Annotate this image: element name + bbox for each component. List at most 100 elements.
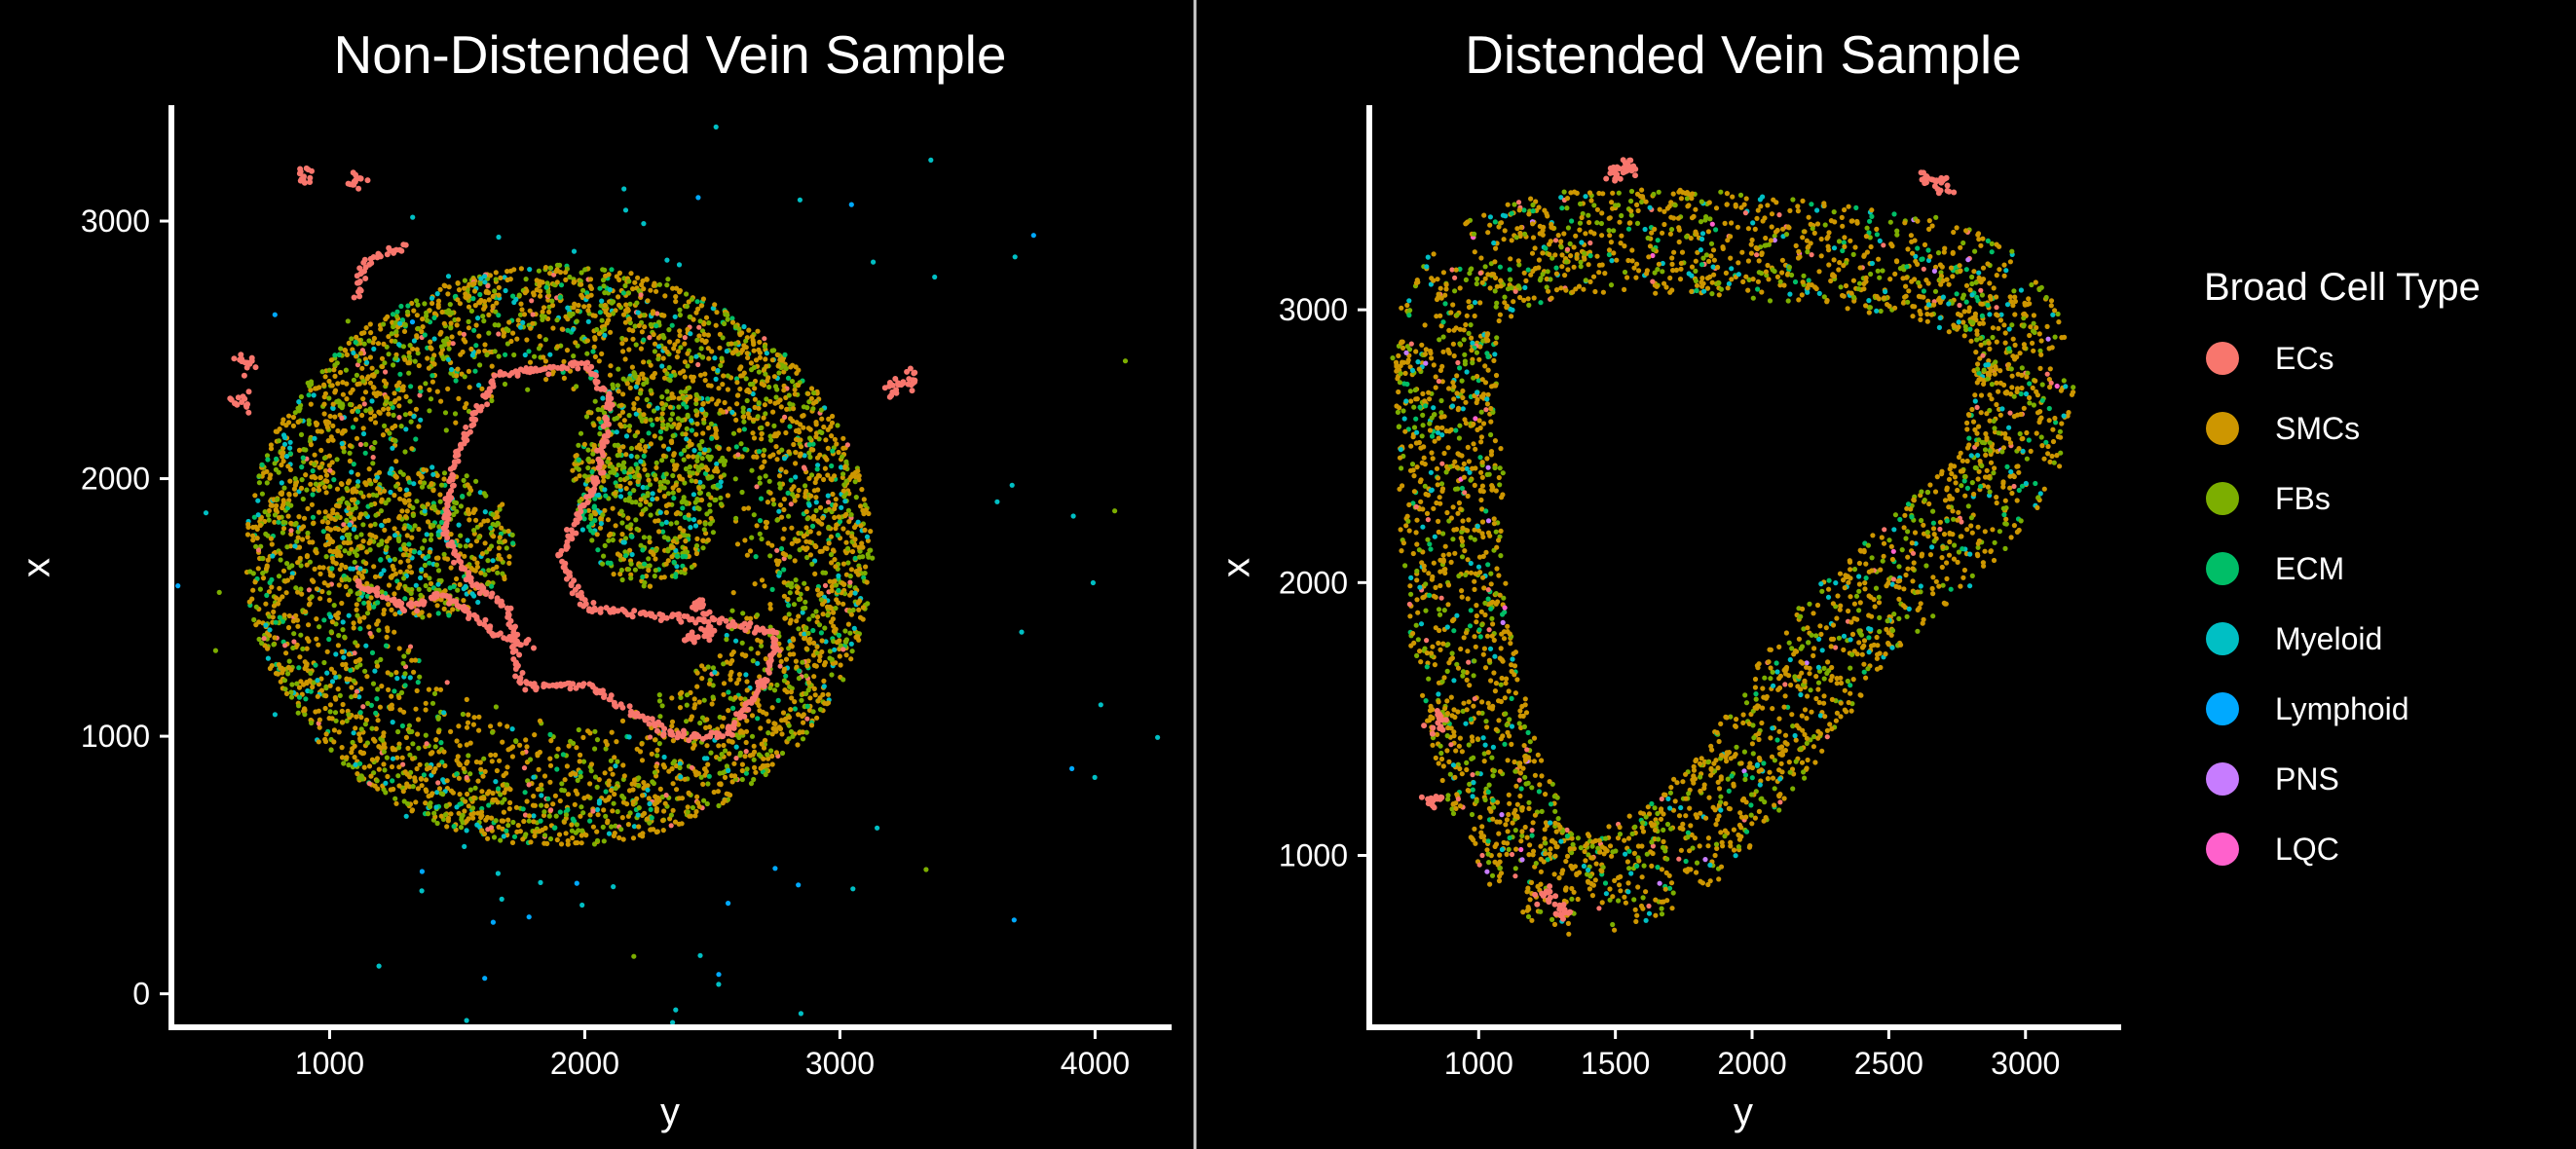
cell-point [464,401,469,407]
cell-point [763,371,768,377]
cell-point [648,417,653,423]
cell-point [777,485,783,491]
cell-point [706,773,712,779]
cell-point [353,417,358,423]
cell-point [632,374,639,380]
cell-point [669,554,675,560]
cell-point [467,491,472,497]
cell-point [708,383,714,389]
cell-point [626,278,632,284]
cell-point [393,459,399,464]
cell-point [445,291,451,297]
cell-point [616,302,622,308]
cell-point [665,548,671,554]
cell-point [660,422,666,427]
cell-point [280,504,285,511]
cell-point [429,532,434,537]
cell-point [729,657,735,664]
cell-point [387,557,392,563]
cell-point [340,619,346,625]
cell-point [349,685,355,690]
cell-point [434,472,440,478]
cell-point [402,683,408,688]
cell-point [759,464,765,470]
cell-point [705,781,711,787]
cell-point [266,517,272,523]
cell-point [363,325,369,331]
cell-point [298,431,305,437]
cell-point [651,282,656,288]
cell-point [454,771,460,777]
cell-point [288,528,294,534]
cell-point [734,392,741,398]
cell-point [709,435,715,441]
cell-point [660,332,666,339]
cell-point [785,375,792,381]
cell-point [825,612,831,618]
cell-point [400,384,406,389]
cell-point [838,662,843,668]
cell-point [422,301,428,307]
cell-point [286,565,292,571]
cell-point [779,750,786,757]
cell-point [384,398,390,404]
cell-point [591,423,597,428]
cell-point [825,691,832,697]
cell-point [281,441,288,447]
cell-point [693,431,699,437]
cell-point [391,362,396,368]
cell-point [402,321,408,328]
cell-point [574,822,580,828]
cell-point [338,369,344,376]
cell-point [847,592,853,598]
cell-point [431,361,437,367]
cell-point [592,746,598,752]
cell-point [804,516,810,522]
cell-point [774,547,780,553]
cell-point [580,287,586,293]
cell-point [389,693,394,699]
cell-point [635,812,641,818]
cell-point [741,414,747,420]
cell-point [769,586,775,593]
cell-point [709,349,715,354]
cell-point [765,756,771,761]
cell-point [419,474,425,480]
cell-point [280,498,286,503]
cell-point [782,687,788,693]
cell-point [541,773,548,779]
cell-point [276,438,281,444]
cell-point [768,437,774,443]
cell-point [662,800,668,806]
cell-point [721,681,728,686]
cell-point [740,409,746,415]
cell-point [428,396,434,402]
cell-point [610,464,616,470]
cell-point [543,803,549,809]
cell-point [351,620,356,626]
cell-point [255,566,261,572]
cell-point [360,538,366,544]
cell-point [624,475,630,481]
cell-point [357,760,363,766]
cell-point [452,500,458,505]
cell-point [523,737,529,743]
cell-point [385,773,391,780]
cell-point [442,588,448,594]
cell-point [670,738,677,744]
cell-point [659,400,665,406]
cell-point [733,515,739,521]
cell-point [376,469,383,475]
cell-point [699,456,705,462]
cell-point [436,524,442,530]
cell-point [659,458,665,463]
cell-point [715,482,721,488]
cell-point [674,553,680,559]
cell-point [409,807,416,813]
cell-point [392,556,397,563]
cell-point [371,346,377,352]
cell-point [642,561,648,567]
cell-point [413,706,419,712]
cell-point [310,492,316,498]
cell-point [762,583,767,589]
